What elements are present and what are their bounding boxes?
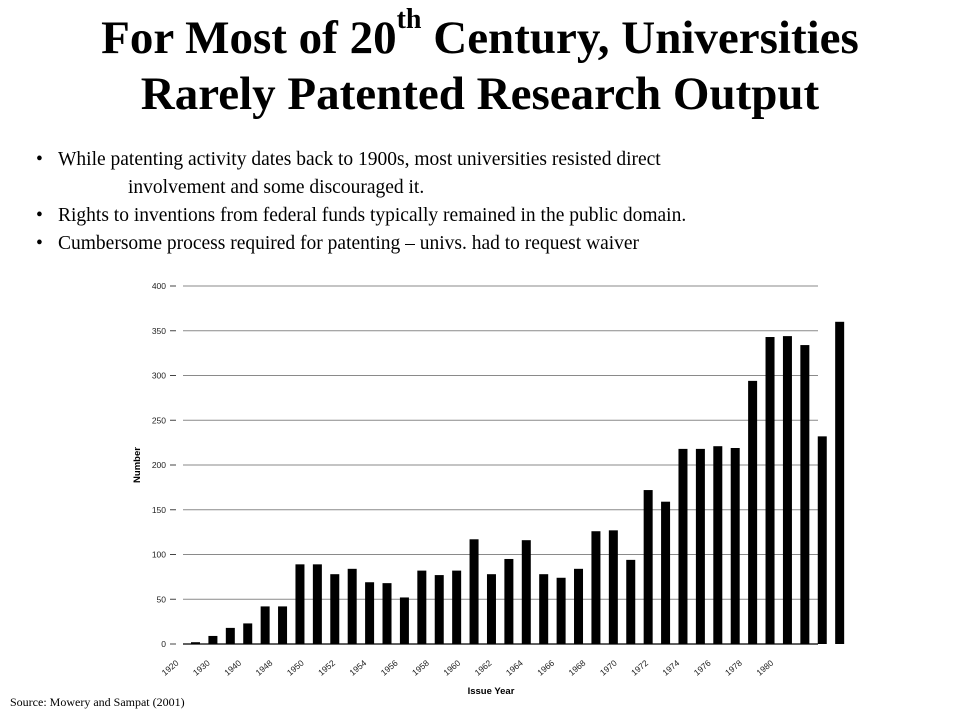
x-tick-label: 1970 [598, 658, 619, 678]
bar [312, 564, 322, 644]
title-line2: Rarely Patented Research Output [140, 68, 820, 120]
bar [521, 540, 531, 644]
bar [225, 627, 235, 644]
y-tick-label: 300 [152, 371, 166, 381]
bullet-item: Cumbersome process required for patentin… [36, 230, 946, 258]
bar [452, 570, 462, 644]
slide-title: For Most of 20th Century, Universities R… [0, 6, 960, 122]
bar [434, 575, 444, 644]
bar [295, 564, 305, 644]
bullet-text: Rights to inventions from federal funds … [58, 205, 687, 226]
x-tick-label: 1948 [254, 658, 275, 678]
y-tick-label: 50 [157, 594, 167, 604]
x-tick-label: 1958 [410, 658, 431, 678]
y-tick-label: 400 [152, 281, 166, 291]
x-tick-label: 1950 [285, 658, 306, 678]
x-tick-label: 1964 [504, 658, 525, 678]
bullet-text: Cumbersome process required for patentin… [58, 233, 640, 254]
x-tick-label: 1956 [379, 658, 400, 678]
y-axis-title: Number [132, 447, 143, 483]
source-citation: Source: Mowery and Sampat (2001) [10, 695, 185, 709]
bar [504, 558, 514, 644]
title-part2: Century, Universities [421, 12, 859, 64]
title-part1: For Most of 20 [101, 12, 397, 64]
x-tick-label: 1954 [347, 658, 368, 678]
bar [539, 574, 549, 644]
bullet-text: While patenting activity dates back to 1… [58, 149, 661, 170]
bar [556, 577, 566, 644]
x-tick-label: 1976 [692, 658, 713, 678]
bar [782, 336, 792, 644]
bar [748, 380, 758, 644]
y-tick-label: 150 [152, 505, 166, 515]
x-tick-label: 1974 [660, 658, 681, 678]
bar [817, 436, 827, 644]
bar [347, 568, 357, 644]
bar [626, 559, 636, 644]
y-tick-label: 200 [152, 460, 166, 470]
bullet-list: While patenting activity dates back to 1… [36, 146, 946, 258]
bar [469, 539, 479, 644]
bar [574, 568, 584, 644]
bar [765, 337, 775, 644]
bar [730, 447, 740, 644]
bar [330, 574, 340, 644]
x-tick-label: 1972 [629, 658, 650, 678]
x-tick-label: 1952 [316, 658, 337, 678]
x-tick-label: 1968 [567, 658, 588, 678]
x-tick-label: 1962 [473, 658, 494, 678]
y-tick-label: 350 [152, 326, 166, 336]
bar [278, 606, 288, 644]
bullet-item: While patenting activity dates back to 1… [36, 146, 946, 202]
y-tick-label: 250 [152, 415, 166, 425]
x-tick-label: 1960 [441, 658, 462, 678]
x-tick-label: 1966 [535, 658, 556, 678]
bar [835, 321, 845, 644]
x-tick-label: 1940 [222, 658, 243, 678]
bar [208, 635, 218, 644]
bar [191, 642, 200, 644]
bar [713, 446, 723, 644]
bar [678, 448, 688, 644]
y-tick-label: 100 [152, 550, 166, 560]
bullet-text-continuation: involvement and some discouraged it. [128, 177, 425, 198]
x-tick-label: 1930 [191, 658, 212, 678]
x-axis-title: Issue Year [468, 686, 515, 697]
x-tick-label: 1980 [754, 658, 775, 678]
bar [417, 570, 427, 644]
bar [591, 531, 601, 644]
bar [382, 583, 392, 644]
patents-bar-chart: 0 50 100 150 200 250 300 350 400 1920 1930 1940 1948… [132, 281, 845, 697]
bar [695, 448, 705, 644]
bar [800, 345, 810, 644]
bar [643, 490, 653, 644]
bar [260, 606, 270, 644]
title-superscript: th [396, 4, 422, 35]
bar [399, 597, 409, 644]
bar [365, 582, 375, 644]
bar [608, 530, 618, 644]
x-tick-label: 1978 [723, 658, 744, 678]
bar [486, 574, 496, 644]
y-tick-label: 0 [161, 639, 166, 649]
bullet-item: Rights to inventions from federal funds … [36, 202, 946, 230]
x-tick-label: 1920 [160, 658, 181, 678]
bar [243, 623, 253, 644]
bar [661, 501, 671, 644]
